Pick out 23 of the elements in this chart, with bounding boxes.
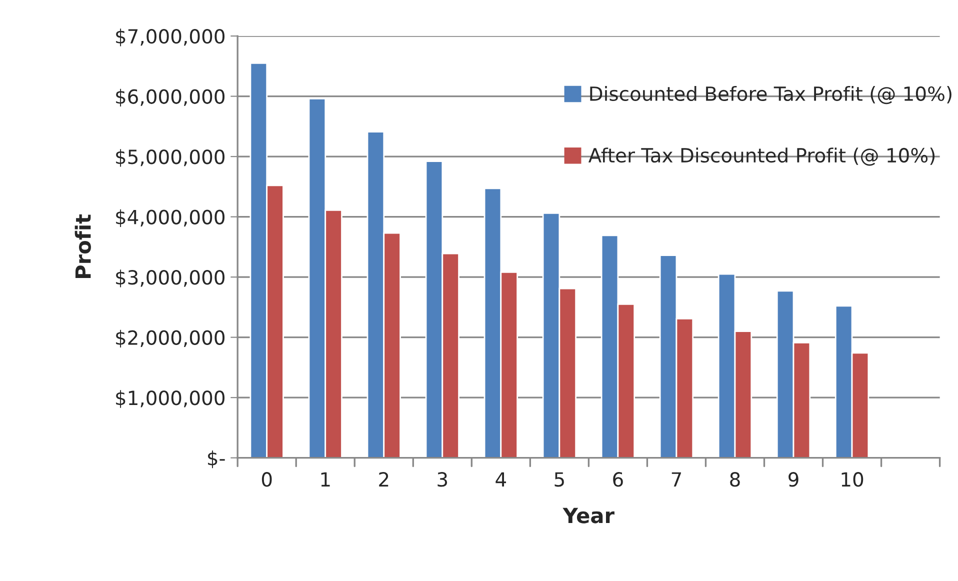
x-tick-label: 0 <box>262 472 272 487</box>
y-tick-label: $5,000,000 <box>116 149 224 167</box>
x-tick-label: 3 <box>438 472 448 487</box>
y-tick-label: $4,000,000 <box>116 209 224 228</box>
y-tick-label: $6,000,000 <box>116 88 224 107</box>
x-tick-label: 9 <box>788 472 798 487</box>
y-tick-label: $7,000,000 <box>116 28 224 46</box>
x-tick-label: 4 <box>496 472 506 486</box>
y-tick-label: $2,000,000 <box>116 330 224 348</box>
x-axis-title: Year <box>562 508 614 524</box>
x-tick-label: 6 <box>613 472 623 487</box>
y-axis-title: Profit <box>74 214 91 278</box>
legend-label: After Tax Discounted Profit (@ 10%) <box>588 148 935 166</box>
y-tick-label: $1,000,000 <box>116 390 224 408</box>
x-tick-label: 1 <box>321 472 330 486</box>
x-tick-label: 5 <box>554 472 564 487</box>
x-tick-label: 2 <box>379 472 388 486</box>
x-tick-label: 7 <box>672 472 681 486</box>
legend-label: Discounted Before Tax Profit (@ 10%) <box>590 86 952 104</box>
x-tick-label: 10 <box>842 472 864 487</box>
y-tick-label: $3,000,000 <box>116 270 224 288</box>
x-tick-label: 8 <box>730 472 740 487</box>
y-tick-label: $- <box>208 450 225 468</box>
